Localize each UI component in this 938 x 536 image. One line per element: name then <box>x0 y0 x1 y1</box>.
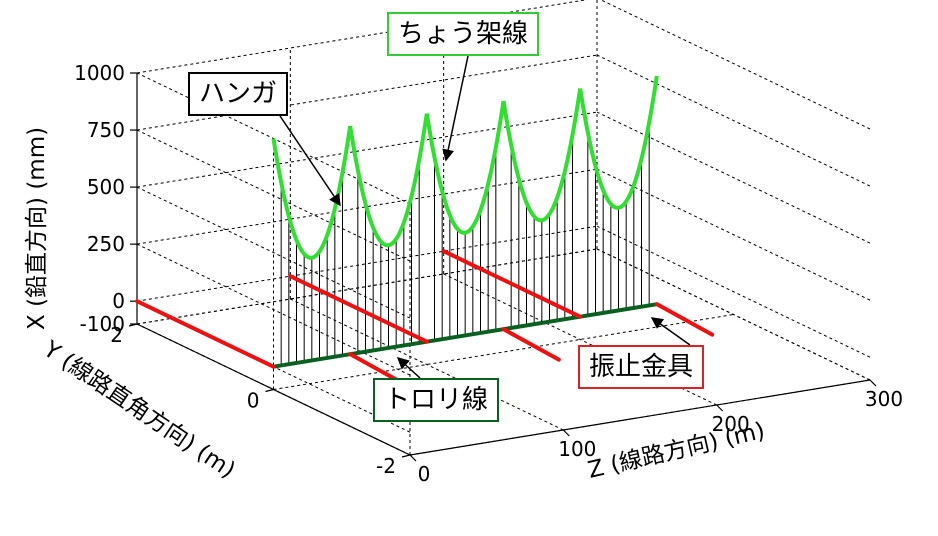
z-tick-label: 0 <box>418 462 431 486</box>
annotation-leaders <box>279 55 691 379</box>
steady-arm <box>441 249 583 319</box>
x-tick-label: 500 <box>87 175 125 199</box>
annotation-hanger: ハンガ <box>188 72 289 116</box>
messenger-wire-leader <box>442 55 469 162</box>
contact-wire-span <box>349 339 428 357</box>
messenger-wire-span <box>578 75 659 210</box>
hanger-leader <box>279 115 341 207</box>
right-wall-grid-line <box>596 225 871 358</box>
steady-arm <box>501 327 561 362</box>
annotation-steady-arm: 振止金具 <box>578 345 705 389</box>
z-tick-label: 200 <box>712 412 750 436</box>
right-wall-grid-line <box>596 248 871 381</box>
right-wall-grid-line <box>596 111 871 244</box>
steady-arm <box>288 274 429 344</box>
x-tick-label: 750 <box>87 118 125 142</box>
contact-wire-span <box>579 302 658 319</box>
z-tick-mark <box>716 404 724 412</box>
right-wall-grid-line <box>600 0 871 130</box>
z-axis-line <box>409 379 871 456</box>
messenger-wire-span <box>271 125 353 260</box>
x-tick-label: 0 <box>112 289 125 313</box>
z-tick-label: 100 <box>558 437 596 461</box>
x-tick-label: 250 <box>87 232 125 256</box>
y-tick-mark <box>401 454 411 458</box>
x-tick-label: 1000 <box>74 61 125 85</box>
right-wall-grid-line <box>596 54 871 187</box>
z-tick-mark <box>869 379 877 387</box>
contact-wire-span <box>503 314 581 332</box>
z-axis-label: X (鉛直方向) (mm) <box>24 127 50 330</box>
annotation-contact-wire: トロリ線 <box>373 378 500 422</box>
back-wall-grid-line <box>136 111 598 188</box>
z-tick-mark <box>409 454 417 462</box>
y-axis-label: Y (線路直角方向) (m) <box>38 336 240 484</box>
messenger-wire-span <box>424 100 506 235</box>
y-tick-mark <box>265 388 274 393</box>
messenger-wire-span <box>348 113 429 248</box>
y-tick-label: 0 <box>247 389 260 413</box>
messenger-wire-span <box>501 88 583 223</box>
annotation-messenger-wire: ちょう架線 <box>387 12 540 56</box>
steady-arm-leader <box>650 317 691 346</box>
side-wall-grid-line <box>136 186 411 319</box>
x-tick-label: -100 <box>80 312 125 336</box>
y-tick-label: -2 <box>376 454 396 478</box>
z-tick-mark <box>562 429 570 437</box>
contact-wire-span <box>426 327 504 344</box>
axes-grid <box>136 0 871 456</box>
contact-wire-leader <box>396 356 421 379</box>
steady-arm <box>135 299 276 369</box>
right-wall-grid-line <box>596 168 871 301</box>
data-series <box>135 75 715 387</box>
floor-grid-line <box>290 298 564 431</box>
steady-arm <box>654 302 715 337</box>
y-tick-label: 2 <box>110 323 123 347</box>
contact-wire-span <box>273 352 351 369</box>
x-axis-label: Z (線路方向) (m) <box>586 418 768 484</box>
z-tick-label: 300 <box>865 387 903 411</box>
